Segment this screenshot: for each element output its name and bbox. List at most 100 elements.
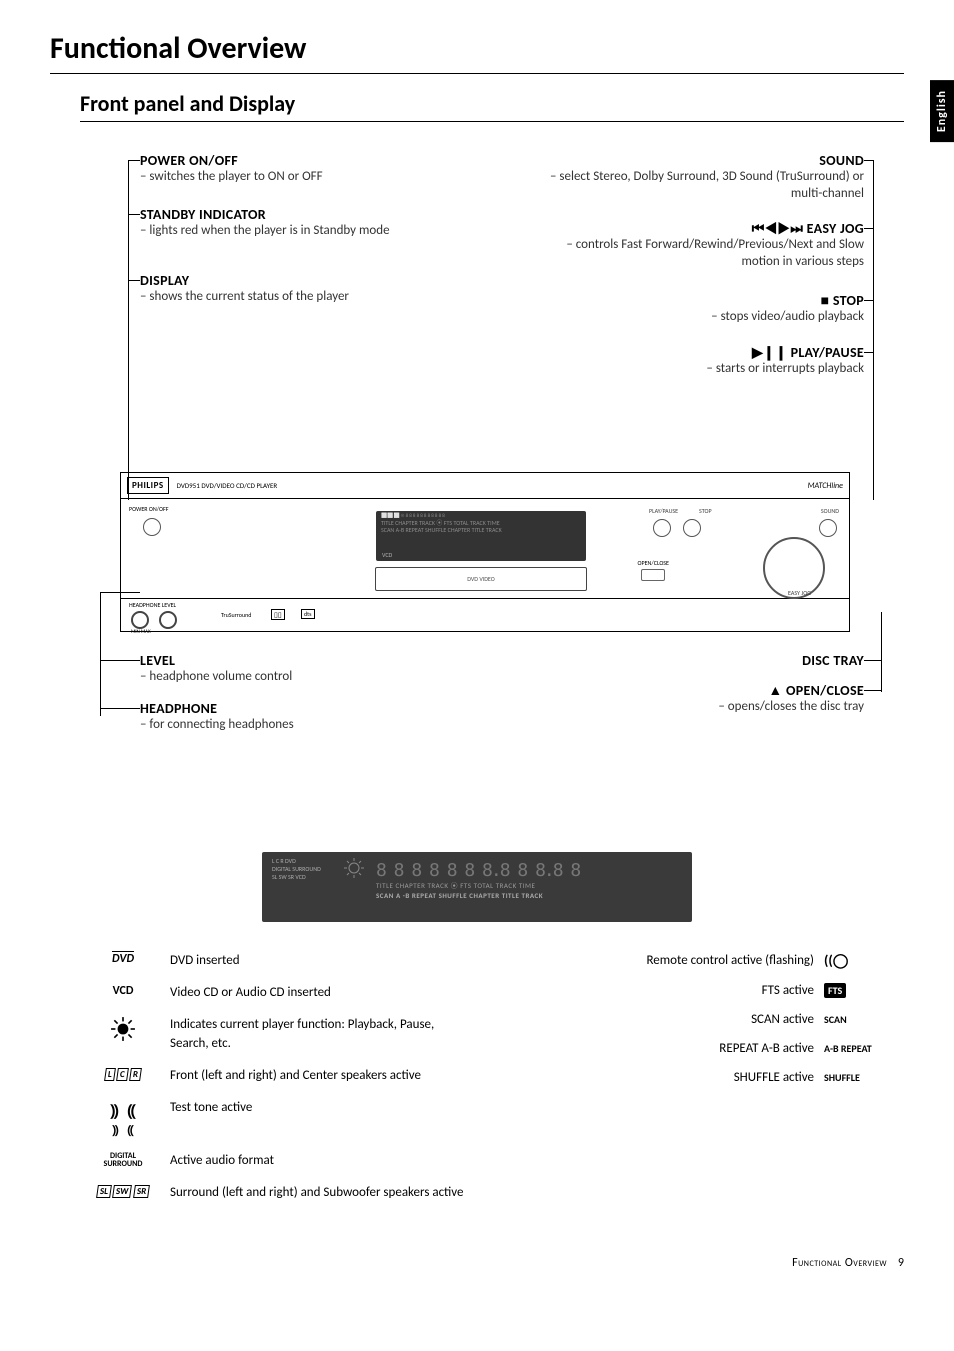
legend-icon: ⸩ ⸨⸩ ⸨ <box>90 1099 156 1138</box>
hp-level-label: HEADPHONE LEVEL <box>129 601 176 609</box>
legend-icon: SHUFFLE <box>824 1071 884 1084</box>
leader-power-line <box>128 160 129 500</box>
legend-row: VCDVideo CD or Audio CD inserted <box>90 984 472 1002</box>
easyjog-symbol-icon: ⏮◀▶⏭ <box>752 220 803 237</box>
leader-v <box>100 592 101 660</box>
legend-icon: FTS <box>824 984 884 997</box>
sound-button[interactable] <box>819 519 837 537</box>
display-enlarged: L C R DVD DIGITAL SURROUND SL SW SR VCD … <box>262 852 692 922</box>
device-model: DVD951 DVD/VIDEO CD/CD PLAYER <box>177 481 278 490</box>
legend-row: SHUFFLE active SHUFFLE <box>502 1070 884 1085</box>
open-symbol-icon: ▲ <box>768 682 782 699</box>
leader-right-line <box>873 160 874 500</box>
sun-icon <box>342 856 366 883</box>
leader-h <box>100 708 140 709</box>
easyjog-text: EASY JOG <box>807 220 864 237</box>
headphone-jack[interactable] <box>131 611 149 629</box>
disc-tray[interactable]: DVD VIDEO <box>375 567 587 591</box>
leader-h <box>864 228 874 229</box>
leader-h <box>128 280 140 281</box>
stop-button[interactable] <box>683 519 701 537</box>
legend-row: ⸩ ⸨⸩ ⸨Test tone active <box>90 1099 472 1138</box>
label-headphone-desc: – for connecting headphones <box>140 717 294 734</box>
footer-label: Functional Overview <box>792 1256 887 1270</box>
play-symbol-icon: ▶❙❙ <box>752 344 787 361</box>
legend-icon: A-B REPEAT <box>824 1042 884 1055</box>
disp-sl: SL SW SR VCD <box>272 874 321 882</box>
display-row2: TITLE CHAPTER TRACK ⦿ FTS TOTAL TRACK TI… <box>376 881 678 891</box>
label-power-desc: – switches the player to ON or OFF <box>140 169 323 186</box>
leader-h <box>864 352 874 353</box>
label-easyjog: ⏮◀▶⏭ EASY JOG – controls Fast Forward/Re… <box>544 220 864 271</box>
label-level-title: LEVEL <box>140 652 292 669</box>
legend-row: REPEAT A-B active A-B REPEAT <box>502 1041 884 1056</box>
legend-text: Video CD or Audio CD inserted <box>170 984 472 1002</box>
legend-text: DVD inserted <box>170 952 472 970</box>
power-button[interactable] <box>143 517 161 536</box>
leader-h <box>864 660 882 661</box>
leader-h <box>864 690 882 691</box>
label-standby: STANDBY INDICATOR – lights red when the … <box>140 206 390 240</box>
matchline-label: MATCHline <box>808 481 843 491</box>
dts-logo: dts <box>301 609 315 619</box>
label-stop-title: ■ STOP <box>711 292 864 309</box>
legend-text: Indicates current player function: Playb… <box>170 1016 472 1052</box>
leader-h <box>864 160 874 161</box>
minmax-label: MIN MAX <box>131 629 151 635</box>
philips-logo: PHILIPS <box>127 477 169 494</box>
label-easyjog-desc: – controls Fast Forward/Rewind/Previous/… <box>544 237 864 271</box>
stop-text: STOP <box>833 292 864 309</box>
page-title: Functional Overview <box>50 30 904 74</box>
label-play-title: ▶❙❙ PLAY/PAUSE <box>706 344 864 361</box>
leader-h <box>100 660 140 661</box>
legend-text: REPEAT A-B active <box>719 1041 814 1056</box>
legend-icon <box>90 1016 156 1045</box>
label-stop: ■ STOP – stops video/audio playback <box>711 292 864 326</box>
legend-text: Remote control active (flashing) <box>646 953 814 968</box>
label-power: POWER ON/OFF – switches the player to ON… <box>140 152 323 186</box>
label-standby-desc: – lights red when the player is in Stand… <box>140 223 390 240</box>
stop-label: STOP <box>699 507 712 515</box>
legend-row: SCAN active SCAN <box>502 1012 884 1027</box>
device-front-panel: PHILIPS DVD951 DVD/VIDEO CD/CD PLAYER MA… <box>120 472 850 632</box>
label-standby-title: STANDBY INDICATOR <box>140 206 390 223</box>
legend-icon: DIGITALSURROUND <box>90 1152 156 1168</box>
label-tray: DISC TRAY <box>802 652 864 669</box>
legend-left-col: DVD DVD inserted VCDVideo CD or Audio CD i… <box>90 952 472 1216</box>
dolby-logo: ▯▯ <box>271 609 285 620</box>
label-headphone-title: HEADPHONE <box>140 700 294 717</box>
label-sound: SOUND – select Stereo, Dolby Surround, 3… <box>544 152 864 203</box>
display-row3: SCAN A -B REPEAT SHUFFLE CHAPTER TITLE T… <box>376 891 678 900</box>
page-subtitle: Front panel and Display <box>80 90 904 122</box>
label-easyjog-title: ⏮◀▶⏭ EASY JOG <box>544 220 864 237</box>
sound-label: SOUND <box>821 507 839 515</box>
leader-h <box>128 160 140 161</box>
label-play: ▶❙❙ PLAY/PAUSE – starts or interrupts pl… <box>706 344 864 378</box>
legend-text: FTS active <box>762 983 814 998</box>
legend-text: SHUFFLE active <box>734 1070 814 1085</box>
device-mid: POWER ON/OFF ⬜⬜⬜ ☀ 8 8 8 8 8 8 8 8 8 8 8… <box>121 499 849 599</box>
display-legend: DVD DVD inserted VCDVideo CD or Audio CD i… <box>90 952 884 1216</box>
legend-icon: SCAN <box>824 1013 884 1026</box>
open-close-button[interactable] <box>641 569 665 581</box>
level-knob[interactable] <box>159 611 177 629</box>
label-play-desc: – starts or interrupts playback <box>706 361 864 378</box>
language-tab: English <box>930 80 954 142</box>
legend-icon: DVD <box>90 952 156 966</box>
device-top-bar: PHILIPS DVD951 DVD/VIDEO CD/CD PLAYER MA… <box>121 473 849 499</box>
label-level-desc: – headphone volume control <box>140 669 292 686</box>
legend-row: FTS active FTS <box>502 983 884 998</box>
vcd-label: VCD <box>382 551 392 559</box>
open-close-label: OPEN/CLOSE <box>638 559 669 567</box>
label-display-title: DISPLAY <box>140 272 349 289</box>
label-open-title: ▲ OPEN/CLOSE <box>718 682 864 699</box>
legend-text: SCAN active <box>751 1012 814 1027</box>
legend-row: Indicates current player function: Playb… <box>90 1016 472 1052</box>
open-text: OPEN/CLOSE <box>786 682 864 699</box>
label-open-desc: – opens/closes the disc tray <box>718 699 864 716</box>
stop-symbol-icon: ■ <box>821 292 830 309</box>
legend-row: DIGITALSURROUNDActive audio format <box>90 1152 472 1170</box>
label-sound-desc: – select Stereo, Dolby Surround, 3D Soun… <box>544 169 864 203</box>
diagram-area: POWER ON/OFF – switches the player to ON… <box>80 152 904 792</box>
play-button[interactable] <box>653 519 671 537</box>
